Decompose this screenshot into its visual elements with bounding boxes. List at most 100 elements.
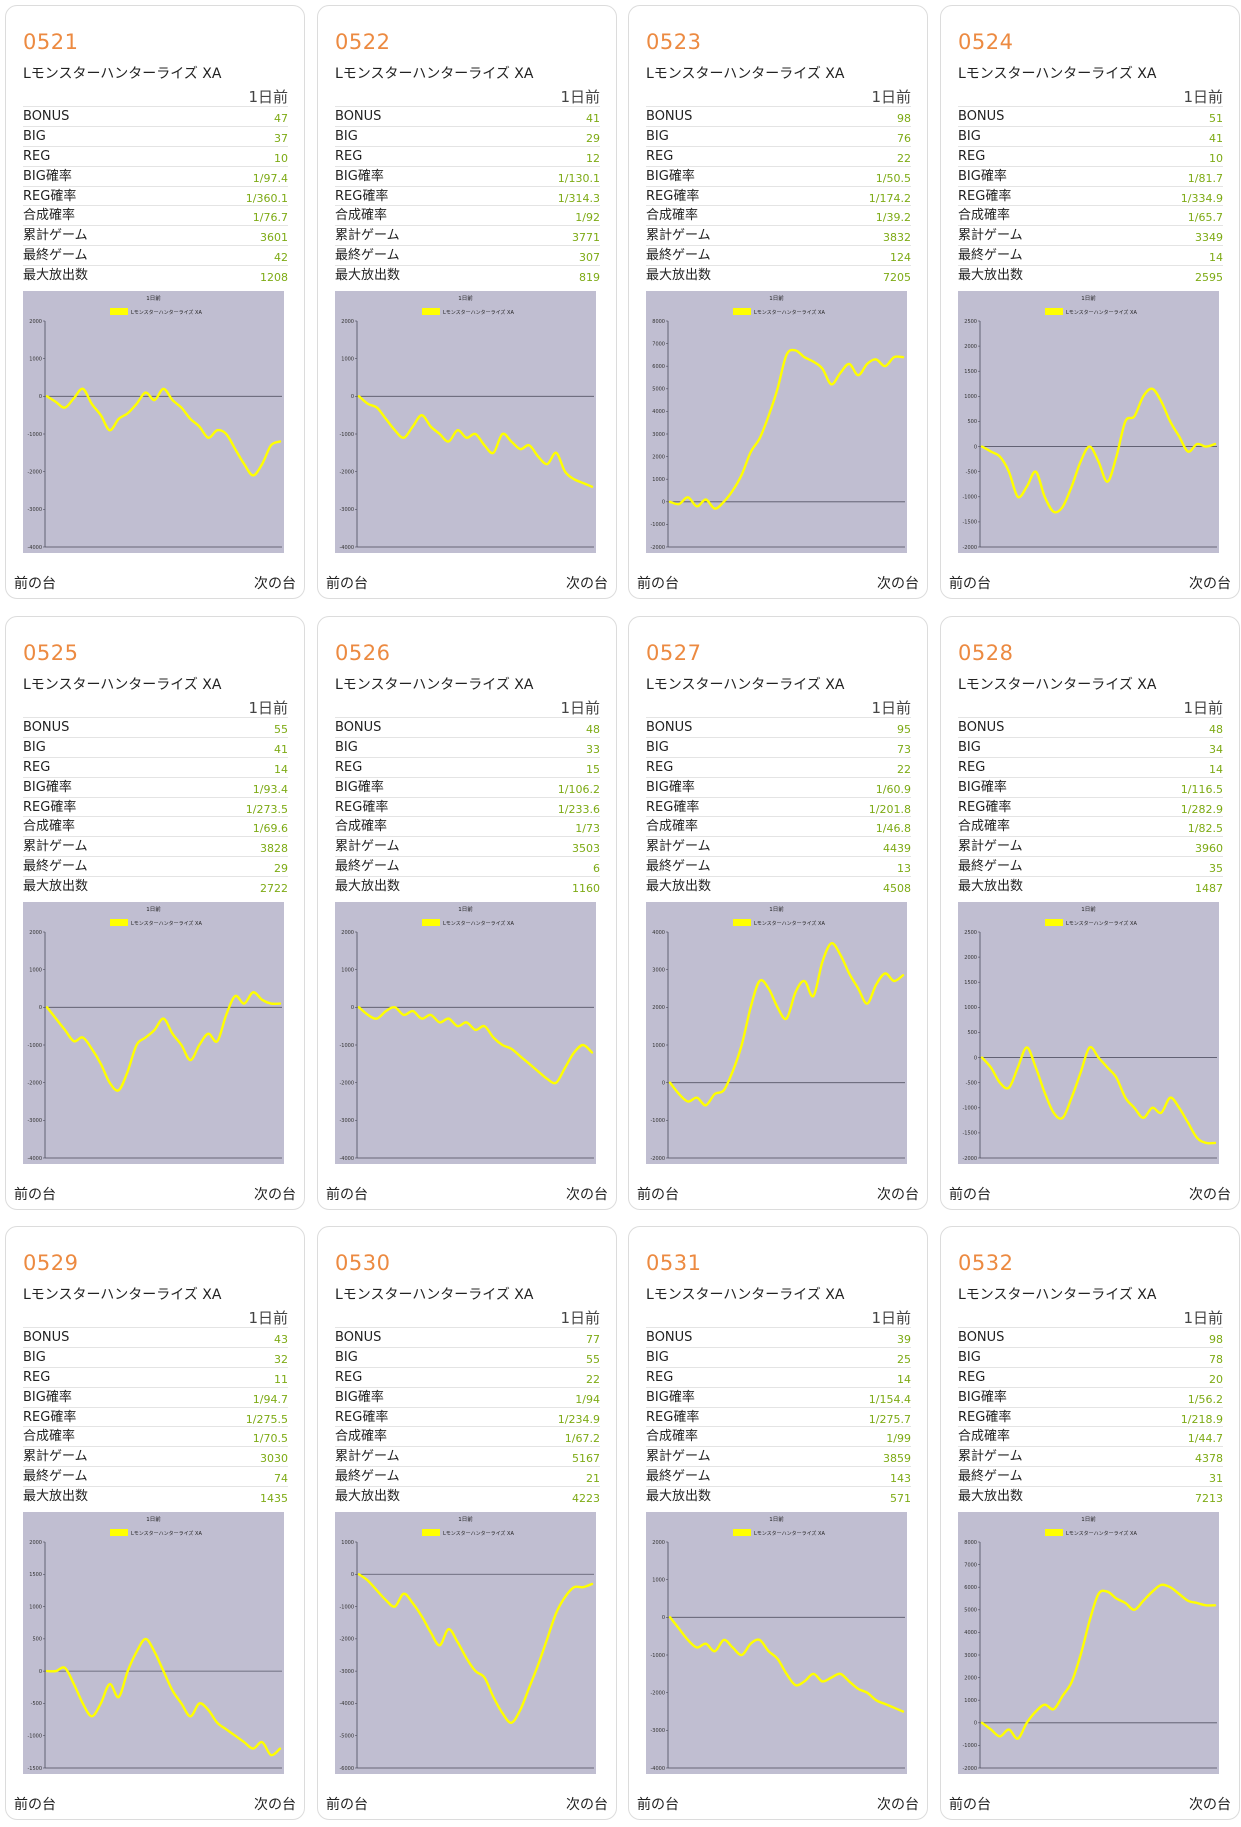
y-tick-label: -5000 <box>339 1734 354 1740</box>
y-tick-label: 1500 <box>964 369 977 375</box>
stat-row: BONUS 51 <box>958 106 1223 126</box>
stat-value: 22 <box>897 151 911 165</box>
machine-number[interactable]: 0524 <box>958 30 1014 54</box>
chart-svg: 1日前 Lモンスターハンターライズ XA 8000 7000 6000 5000 4000 3… <box>650 294 905 551</box>
machine-card-0528: 0528 Lモンスターハンターライズ XA 1日前 BONUS 48 BIG 34 RE… <box>940 616 1240 1210</box>
next-machine-link[interactable]: 次の台 <box>566 1187 608 1203</box>
series-line <box>668 942 905 1107</box>
machine-number[interactable]: 0532 <box>958 1251 1014 1275</box>
next-machine-link[interactable]: 次の台 <box>1189 1797 1231 1813</box>
day-label: 1日前 <box>1183 1309 1223 1327</box>
machine-card-0527: 0527 Lモンスターハンターライズ XA 1日前 BONUS 95 BIG 73 RE… <box>628 616 928 1210</box>
stat-label: BONUS <box>23 109 70 124</box>
prev-machine-link[interactable]: 前の台 <box>14 1797 56 1813</box>
day-label: 1日前 <box>1183 88 1223 106</box>
prev-machine-link[interactable]: 前の台 <box>637 1797 679 1813</box>
machine-number[interactable]: 0530 <box>335 1251 391 1275</box>
stat-value: 4439 <box>883 842 911 856</box>
stat-label: REG確率 <box>958 799 1012 815</box>
next-machine-link[interactable]: 次の台 <box>1189 1187 1231 1203</box>
next-machine-link[interactable]: 次の台 <box>566 1797 608 1813</box>
prev-machine-link[interactable]: 前の台 <box>326 1797 368 1813</box>
stat-value: 1/334.9 <box>1180 191 1223 205</box>
chart-svg: 1日前 Lモンスターハンターライズ XA 2000 1000 0 -1000 -2000 -3… <box>650 1515 905 1772</box>
prev-machine-link[interactable]: 前の台 <box>326 1187 368 1203</box>
machine-number[interactable]: 0529 <box>23 1251 79 1275</box>
stat-label: 合成確率 <box>335 208 388 224</box>
stat-row: BIG確率 1/94.7 <box>23 1386 288 1407</box>
next-machine-link[interactable]: 次の台 <box>254 1797 296 1813</box>
stat-label: BONUS <box>958 720 1005 735</box>
stat-value: 48 <box>1209 723 1223 736</box>
y-tick-label: -1000 <box>27 1043 42 1049</box>
stat-label: 最大放出数 <box>335 879 401 895</box>
stat-row: BONUS 48 <box>335 717 600 737</box>
legend-swatch <box>1045 919 1063 926</box>
stat-row: BONUS 39 <box>646 1327 911 1347</box>
stat-value: 1/234.9 <box>557 1412 600 1426</box>
stat-row: 累計ゲーム 3601 <box>23 225 288 245</box>
stat-value: 3503 <box>572 842 600 856</box>
machine-number[interactable]: 0526 <box>335 641 391 665</box>
machine-number[interactable]: 0528 <box>958 641 1014 665</box>
y-tick-label: 1000 <box>341 1540 354 1546</box>
next-machine-link[interactable]: 次の台 <box>566 576 608 592</box>
next-machine-link[interactable]: 次の台 <box>254 576 296 592</box>
series-line <box>357 395 594 488</box>
y-tick-label: 2000 <box>29 319 42 325</box>
chart-title: 1日前 <box>769 1515 784 1523</box>
stat-label: 合成確率 <box>335 819 388 835</box>
y-tick-label: -1000 <box>650 1653 665 1659</box>
stat-value: 1/60.9 <box>875 782 911 796</box>
stats-table: BONUS 39 BIG 25 REG 14 BIG確率 1/154.4 REG確率 1/275.… <box>646 1327 911 1506</box>
prev-machine-link[interactable]: 前の台 <box>637 576 679 592</box>
prev-machine-link[interactable]: 前の台 <box>326 576 368 592</box>
stat-label: REG <box>23 1369 51 1385</box>
legend-swatch <box>110 1529 128 1536</box>
legend-swatch <box>1045 308 1063 315</box>
slump-chart: 1日前 Lモンスターハンターライズ XA 2000 1000 0 -1000 -2000 -3… <box>646 1512 907 1774</box>
stats-table: BONUS 77 BIG 55 REG 22 BIG確率 1/94 REG確率 1/234.9 合成… <box>335 1327 600 1506</box>
next-machine-link[interactable]: 次の台 <box>1189 576 1231 592</box>
prev-machine-link[interactable]: 前の台 <box>637 1187 679 1203</box>
machine-number[interactable]: 0521 <box>23 30 79 54</box>
machine-number[interactable]: 0527 <box>646 641 702 665</box>
stat-label: 合成確率 <box>23 208 76 224</box>
y-tick-label: 3000 <box>652 967 665 973</box>
stat-value: 10 <box>1209 151 1223 165</box>
machine-card-0532: 0532 Lモンスターハンターライズ XA 1日前 BONUS 98 BIG 78 RE… <box>940 1226 1240 1820</box>
slump-chart: 1日前 Lモンスターハンターライズ XA 2000 1000 0 -1000 -2000 -3… <box>335 291 596 553</box>
stat-value: 1/82.5 <box>1187 822 1223 836</box>
chart-title: 1日前 <box>458 905 473 913</box>
stat-row: BONUS 48 <box>958 717 1223 737</box>
stat-value: 22 <box>586 1372 600 1386</box>
prev-machine-link[interactable]: 前の台 <box>14 1187 56 1203</box>
stat-label: 累計ゲーム <box>958 1449 1023 1465</box>
stat-label: BIG確率 <box>23 168 72 184</box>
next-machine-link[interactable]: 次の台 <box>877 1797 919 1813</box>
prev-machine-link[interactable]: 前の台 <box>949 1797 991 1813</box>
prev-machine-link[interactable]: 前の台 <box>949 576 991 592</box>
machine-number[interactable]: 0523 <box>646 30 702 54</box>
slump-chart: 1日前 Lモンスターハンターライズ XA 2500 2000 1500 1000 500 0 -… <box>958 902 1219 1164</box>
machine-number[interactable]: 0522 <box>335 30 391 54</box>
chart-svg: 1日前 Lモンスターハンターライズ XA 2000 1000 0 -1000 -2000 -3… <box>27 294 282 551</box>
next-machine-link[interactable]: 次の台 <box>877 1187 919 1203</box>
stat-row: 累計ゲーム 3832 <box>646 225 911 245</box>
y-tick-label: 4000 <box>652 930 665 936</box>
day-label: 1日前 <box>871 1309 911 1327</box>
machine-number[interactable]: 0531 <box>646 1251 702 1275</box>
y-tick-label: 6000 <box>964 1585 977 1591</box>
next-machine-link[interactable]: 次の台 <box>254 1187 296 1203</box>
stat-row: BIG 73 <box>646 736 911 757</box>
stat-label: REG <box>335 1369 363 1385</box>
next-machine-link[interactable]: 次の台 <box>877 576 919 592</box>
stat-label: 合成確率 <box>23 1429 76 1445</box>
stat-row: 最終ゲーム 124 <box>646 245 911 265</box>
prev-machine-link[interactable]: 前の台 <box>949 1187 991 1203</box>
y-tick-label: 500 <box>967 1030 977 1036</box>
legend-label: Lモンスターハンターライズ XA <box>1066 309 1137 316</box>
prev-machine-link[interactable]: 前の台 <box>14 576 56 592</box>
y-tick-label: 0 <box>662 500 665 506</box>
machine-number[interactable]: 0525 <box>23 641 79 665</box>
